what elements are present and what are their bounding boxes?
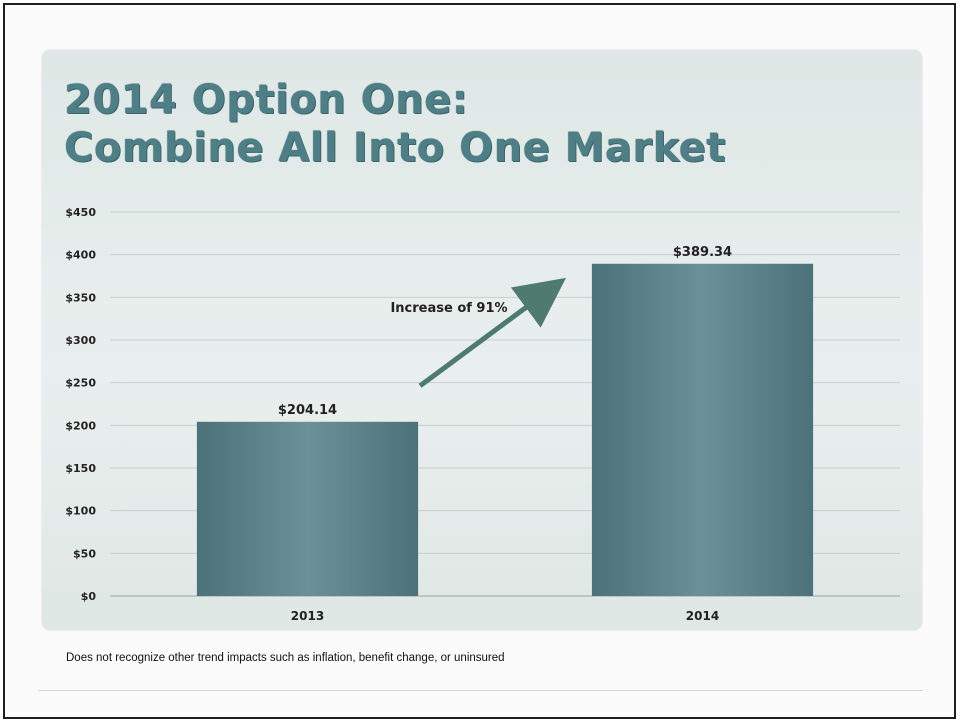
bar-2013 — [196, 421, 419, 596]
annotation-text: Increase of 91% — [390, 301, 507, 316]
y-tick-label: $300 — [65, 334, 96, 347]
x-tick-label-2013: 2013 — [291, 609, 324, 623]
data-labels: $204.14 $389.34 — [278, 245, 732, 418]
slide-title-line1: 2014 Option One: — [64, 77, 469, 123]
divider — [38, 690, 923, 691]
y-tick-label: $100 — [65, 505, 96, 518]
y-tick-label: $50 — [73, 547, 96, 560]
data-label-2014: $389.34 — [673, 245, 732, 260]
slide-title-line2: Combine All Into One Market — [64, 125, 726, 171]
y-axis-tick-labels: $0 $50 $100 $150 $200 $250 $300 $350 $400 $450 — [65, 206, 96, 603]
increase-arrow — [418, 277, 566, 388]
y-tick-label: $150 — [65, 462, 96, 475]
y-tick-label: $450 — [65, 206, 96, 219]
y-tick-label: $200 — [65, 419, 96, 432]
x-axis-tick-labels: 2013 2014 — [291, 609, 719, 623]
bar-2014 — [591, 263, 814, 596]
footnote: Does not recognize other trend impacts s… — [66, 652, 505, 664]
y-tick-label: $0 — [81, 590, 97, 603]
x-tick-label-2014: 2014 — [686, 609, 719, 623]
annotation-layer: Increase of 91% — [390, 277, 566, 388]
data-label-2013: $204.14 — [278, 403, 337, 418]
bars — [196, 263, 814, 596]
slide-title: 2014 Option One: Combine All Into One Ma… — [64, 76, 726, 172]
y-tick-label: $250 — [65, 377, 96, 390]
y-tick-label: $350 — [65, 291, 96, 304]
y-tick-label: $400 — [65, 249, 96, 262]
